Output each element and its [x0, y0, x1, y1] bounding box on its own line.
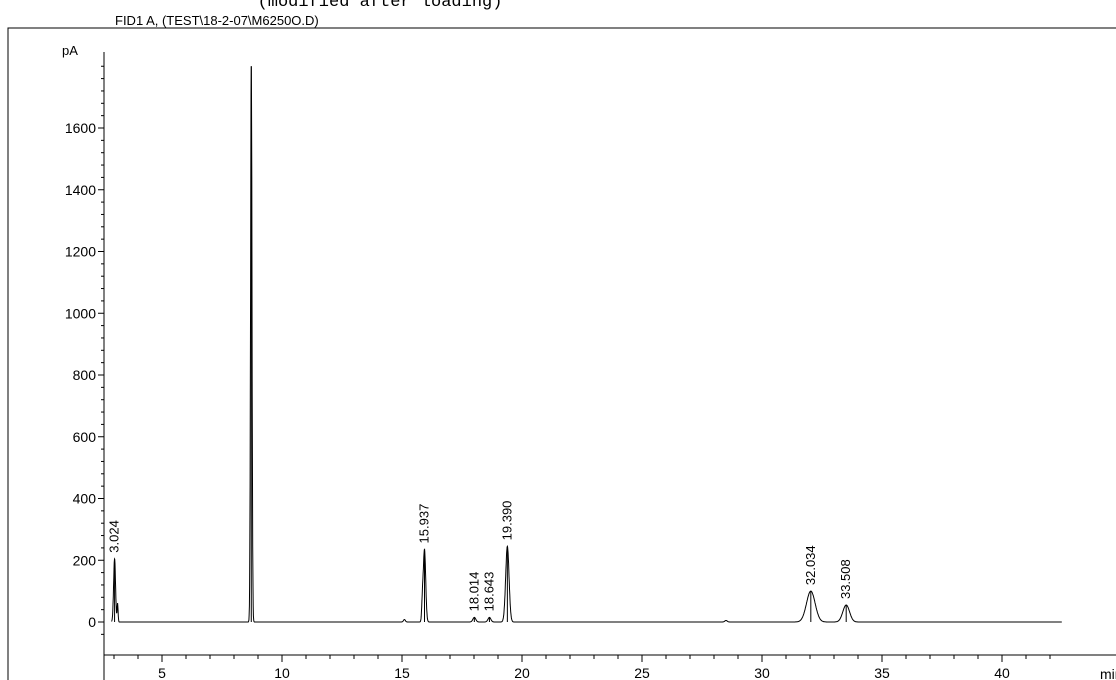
x-tick-label: 30	[754, 665, 770, 680]
x-axis-label: min	[1100, 666, 1116, 680]
header-note: (modified after loading)	[258, 0, 503, 12]
y-tick-label: 400	[73, 491, 97, 507]
y-tick-label: 600	[73, 429, 97, 445]
y-tick-label: 1200	[65, 244, 96, 260]
y-tick-label: 200	[73, 552, 97, 568]
peak-label: 32.034	[803, 545, 818, 585]
peak-label: 15.937	[416, 504, 431, 544]
x-tick-label: 20	[514, 665, 530, 680]
x-tick-label: 40	[994, 665, 1010, 680]
peak-label: 3.024	[107, 520, 122, 553]
chromatogram-trace	[111, 66, 1062, 623]
x-tick-label: 5	[158, 665, 166, 680]
peak-label: 18.014	[466, 572, 481, 612]
peak-label: 33.508	[838, 559, 853, 599]
y-tick-label: 1400	[65, 182, 96, 198]
peak-label: 18.643	[481, 572, 496, 612]
chart-title: FID1 A, (TEST\18-2-07\M6250O.D)	[115, 13, 319, 28]
y-tick-label: 0	[88, 614, 96, 630]
x-tick-label: 35	[874, 665, 890, 680]
x-tick-label: 10	[274, 665, 290, 680]
y-axis-label: pA	[62, 43, 78, 58]
plot-frame	[7, 27, 1116, 680]
peak-label: 19.390	[499, 501, 514, 541]
y-tick-label: 1000	[65, 305, 96, 321]
y-tick-label: 800	[73, 367, 97, 383]
x-tick-label: 25	[634, 665, 650, 680]
y-tick-label: 1600	[65, 120, 96, 136]
x-tick-label: 15	[394, 665, 410, 680]
